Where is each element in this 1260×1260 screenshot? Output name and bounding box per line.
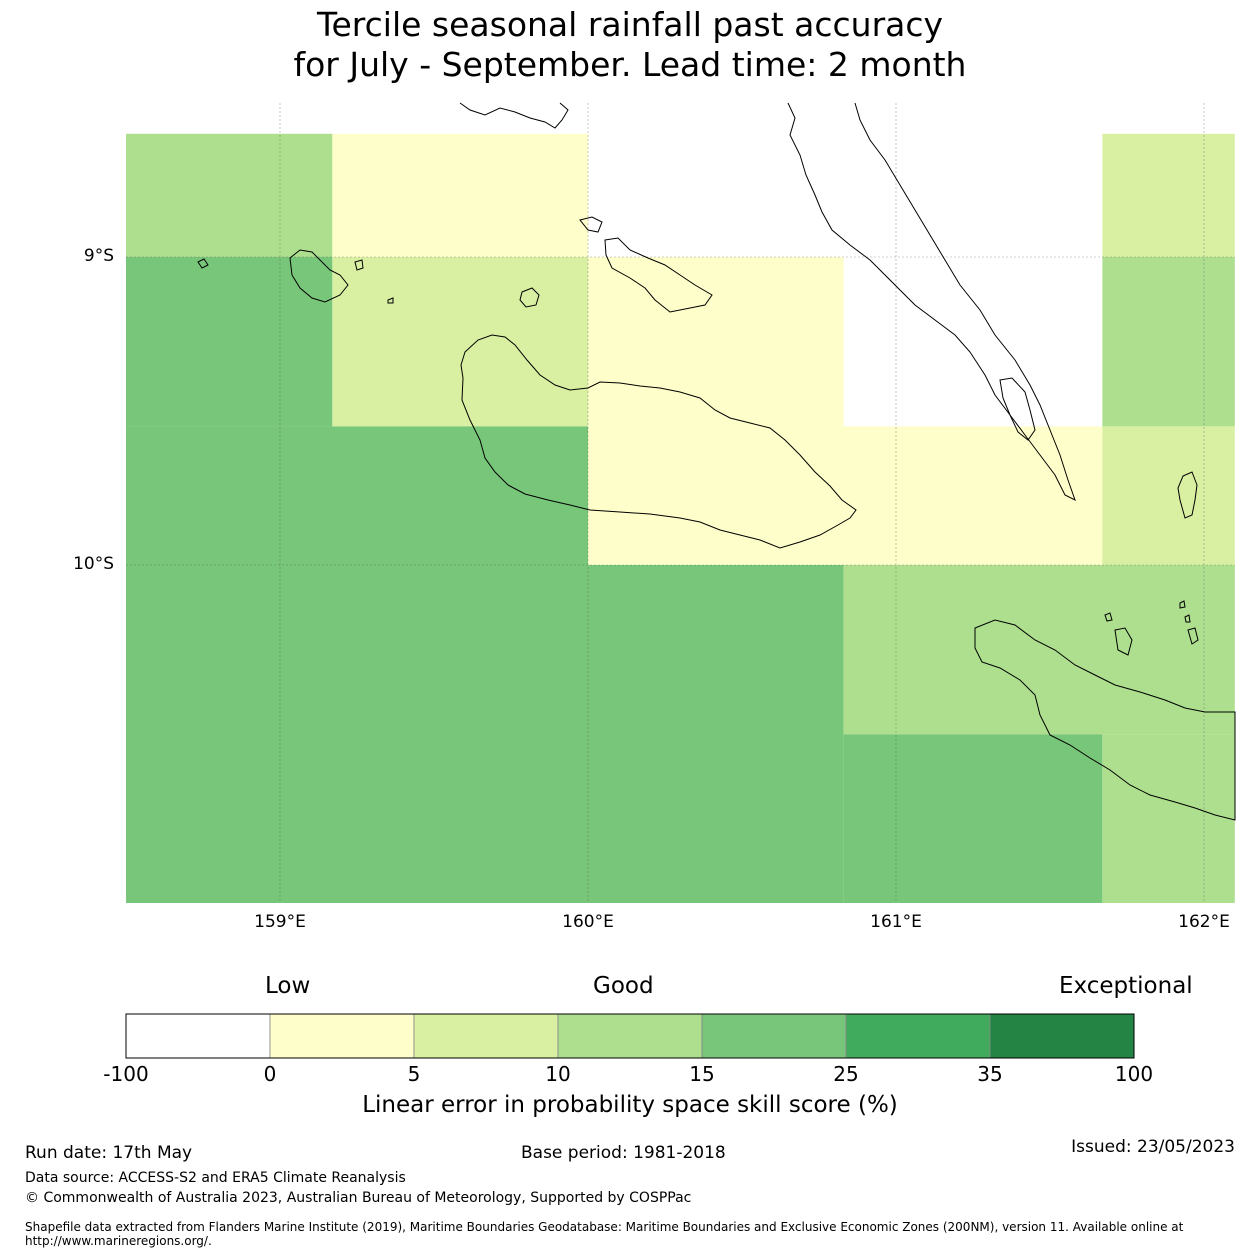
colorbar-label-good: Good — [593, 973, 654, 999]
island-small-malaita — [999, 377, 1036, 441]
island-small-2 — [387, 297, 394, 304]
colorbar-tick: 100 — [1114, 1062, 1154, 1086]
lat-label-9s: 9°S — [83, 246, 114, 266]
colorbar-tick: 5 — [407, 1062, 421, 1086]
island-small-west — [197, 258, 209, 269]
colorbar-bin — [125, 1013, 271, 1059]
lon-label-160e: 160°E — [562, 912, 614, 932]
colorbar-tick: -100 — [103, 1062, 149, 1086]
run-date: Run date: 17th May — [25, 1143, 193, 1163]
colorbar-bin — [413, 1013, 559, 1059]
colorbar — [125, 1013, 1135, 1059]
island-small-6 — [1187, 627, 1199, 645]
skill-cell — [1102, 133, 1235, 257]
colorbar-tick: 10 — [545, 1062, 571, 1086]
lon-label-159e: 159°E — [254, 912, 306, 932]
skill-cell — [843, 133, 1103, 257]
island-makira — [974, 619, 1236, 821]
skill-cell — [1102, 426, 1235, 565]
skill-cell — [843, 734, 1103, 903]
colorbar-bin — [557, 1013, 703, 1059]
island-ulawa — [1177, 471, 1198, 519]
coastlines — [197, 102, 1236, 821]
island-nggela — [604, 237, 713, 313]
island-florida — [579, 216, 603, 233]
colorbar-axis-label: Linear error in probability space skill … — [362, 1092, 898, 1118]
copyright: © Commonwealth of Australia 2023, Austra… — [25, 1190, 692, 1206]
island-small-5 — [1179, 600, 1186, 609]
skill-grid — [126, 133, 1235, 903]
skill-cell — [588, 133, 844, 257]
map-title-line-1: Tercile seasonal rainfall past accuracy — [316, 5, 944, 44]
island-savo — [519, 287, 540, 308]
colorbar-tick: 25 — [833, 1062, 859, 1086]
island-small-7 — [1184, 614, 1191, 623]
data-source: Data source: ACCESS-S2 and ERA5 Climate … — [25, 1170, 406, 1186]
base-period: Base period: 1981-2018 — [521, 1143, 726, 1163]
colorbar-bin — [989, 1013, 1135, 1059]
lon-label-162e: 162°E — [1178, 912, 1230, 932]
issued-date: Issued: 23/05/2023 — [1071, 1137, 1235, 1157]
lon-label-161e: 161°E — [870, 912, 922, 932]
colorbar-label-low: Low — [265, 973, 311, 999]
colorbar-bin — [845, 1013, 991, 1059]
colorbar-bin — [701, 1013, 847, 1059]
island-small-1 — [354, 259, 364, 271]
skill-cell — [332, 257, 588, 427]
island-russell — [289, 249, 349, 303]
skill-cell — [843, 565, 1235, 735]
skill-cell — [126, 426, 588, 565]
skill-cell — [843, 257, 1103, 427]
graticule — [126, 103, 1235, 903]
island-small-3 — [1114, 627, 1133, 656]
island-guadalcanal — [460, 334, 857, 549]
skill-cell — [588, 426, 1103, 565]
island-small-4 — [1104, 612, 1113, 622]
colorbar-tick: 0 — [263, 1062, 277, 1086]
island-malaita — [787, 102, 1076, 501]
skill-cell — [1102, 257, 1235, 427]
shapefile-credit: Shapefile data extracted from Flanders M… — [25, 1220, 1184, 1248]
skill-cell — [126, 257, 333, 427]
skill-cell — [588, 257, 844, 427]
skill-cell — [126, 133, 333, 257]
colorbar-tick: 35 — [977, 1062, 1003, 1086]
island-new-georgia-fragment — [459, 102, 569, 129]
colorbar-bin — [269, 1013, 415, 1059]
colorbar-frame — [125, 1013, 1135, 1059]
skill-cell — [126, 565, 844, 903]
map-title-line-2: for July - September. Lead time: 2 month — [293, 45, 967, 84]
skill-cell — [1102, 734, 1235, 903]
colorbar-label-exceptional: Exceptional — [1059, 973, 1193, 999]
lat-label-10s: 10°S — [73, 554, 114, 574]
skill-cell — [332, 133, 588, 257]
colorbar-tick: 15 — [689, 1062, 715, 1086]
